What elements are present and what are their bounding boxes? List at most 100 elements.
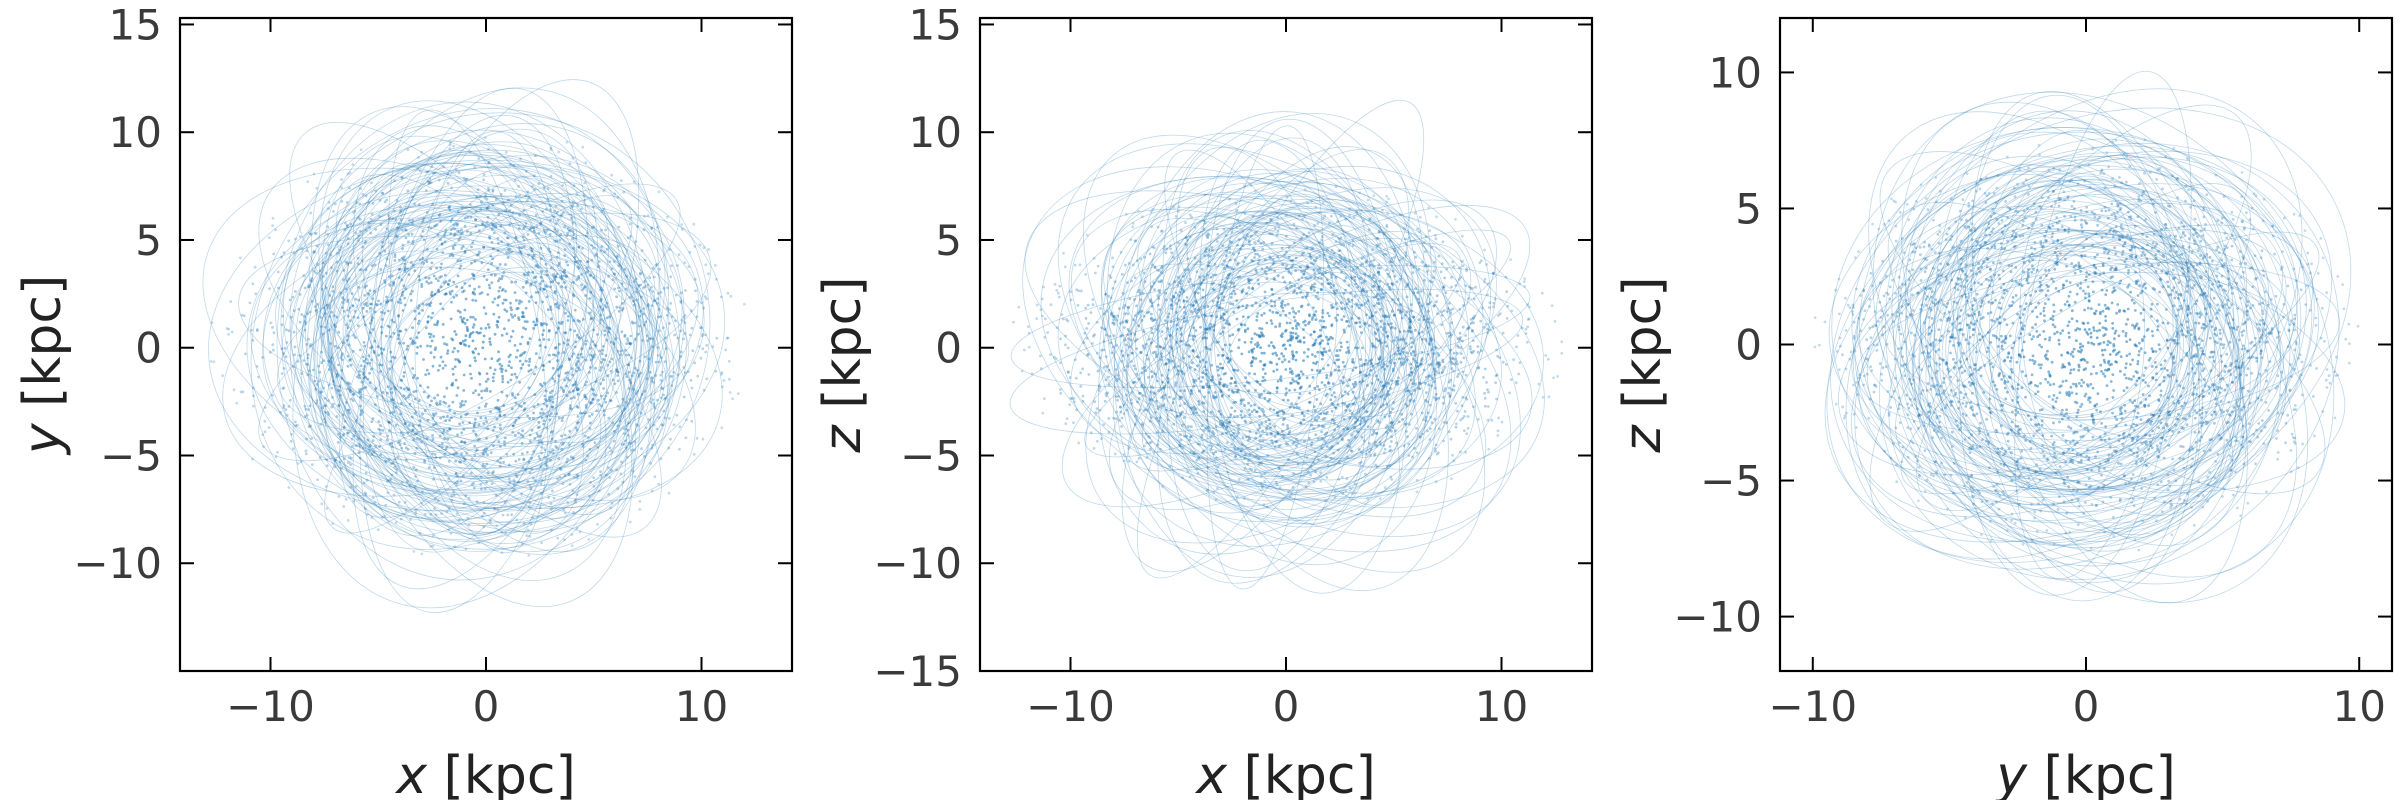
data-point	[1544, 354, 1548, 357]
data-point	[599, 318, 603, 322]
data-point	[526, 528, 530, 532]
data-point	[1302, 336, 1306, 340]
data-point	[1464, 373, 1468, 377]
data-point	[496, 249, 500, 252]
data-point	[575, 362, 578, 365]
data-point	[1280, 352, 1284, 355]
data-point	[227, 327, 231, 331]
data-point	[446, 181, 450, 185]
data-point	[330, 266, 333, 270]
data-point	[348, 455, 351, 459]
data-point	[680, 318, 684, 322]
data-point	[374, 387, 378, 391]
data-point	[491, 188, 495, 192]
data-point	[414, 475, 417, 478]
data-point	[522, 458, 526, 462]
data-point	[581, 355, 584, 359]
data-point	[594, 344, 598, 348]
data-point	[459, 232, 463, 236]
data-point	[332, 402, 335, 406]
data-point	[598, 402, 601, 406]
data-point	[385, 334, 388, 338]
data-point	[527, 386, 531, 390]
data-point	[364, 507, 367, 511]
data-point	[510, 407, 514, 411]
data-point	[335, 372, 339, 376]
data-point	[468, 284, 472, 288]
data-point	[315, 186, 319, 190]
data-point	[507, 477, 511, 480]
data-point	[370, 420, 374, 423]
data-point	[704, 350, 708, 354]
data-point	[496, 459, 500, 463]
data-point	[1333, 395, 1337, 399]
data-point	[398, 267, 402, 271]
data-point	[482, 274, 486, 278]
data-point	[252, 404, 255, 408]
data-point	[585, 397, 588, 401]
data-point	[679, 329, 683, 333]
data-point	[568, 162, 572, 166]
data-point	[485, 389, 489, 393]
data-point	[361, 355, 365, 359]
data-point	[1494, 381, 1497, 385]
data-point	[422, 358, 425, 361]
data-point	[1285, 321, 1289, 325]
data-point	[466, 516, 470, 520]
data-point	[1269, 319, 1273, 322]
data-point	[1041, 411, 1045, 415]
data-point	[605, 305, 608, 309]
data-point	[481, 340, 485, 344]
data-point	[1216, 365, 1219, 369]
data-point	[347, 343, 351, 347]
data-point	[574, 340, 578, 344]
data-point	[1457, 372, 1460, 376]
data-point	[676, 336, 680, 340]
data-point	[486, 293, 490, 296]
data-point	[535, 432, 539, 436]
data-point	[452, 223, 456, 227]
data-point	[1329, 214, 1333, 218]
data-point	[521, 312, 525, 315]
data-point	[351, 350, 355, 353]
data-point	[271, 326, 274, 329]
data-point	[434, 497, 437, 501]
data-point	[359, 404, 363, 408]
data-point	[503, 327, 506, 331]
data-point	[666, 215, 669, 219]
data-point	[511, 315, 514, 319]
data-point	[316, 262, 319, 266]
data-point	[416, 376, 419, 380]
data-point	[459, 440, 463, 444]
data-point	[460, 399, 464, 403]
data-point	[344, 497, 348, 501]
data-point	[1509, 258, 1512, 261]
data-point	[669, 302, 673, 305]
data-point	[1299, 305, 1303, 309]
data-point	[1329, 398, 1333, 401]
data-point	[281, 387, 285, 390]
data-point	[477, 393, 481, 397]
data-point	[665, 306, 669, 310]
data-point	[675, 413, 679, 417]
data-point	[1332, 391, 1336, 395]
data-point	[528, 534, 532, 538]
data-point	[387, 458, 391, 462]
data-point	[509, 306, 513, 309]
data-point	[271, 224, 274, 228]
data-point	[651, 398, 655, 401]
data-point	[1291, 357, 1295, 361]
data-point	[540, 445, 544, 449]
data-point	[629, 235, 633, 238]
data-point	[542, 186, 546, 190]
data-point	[608, 327, 612, 331]
data-point	[714, 264, 717, 267]
data-point	[346, 431, 350, 435]
data-point	[599, 366, 603, 369]
data-point	[522, 326, 525, 330]
data-point	[469, 315, 473, 319]
data-point	[433, 453, 437, 456]
data-point	[1272, 408, 1276, 412]
data-point	[1096, 264, 1100, 268]
